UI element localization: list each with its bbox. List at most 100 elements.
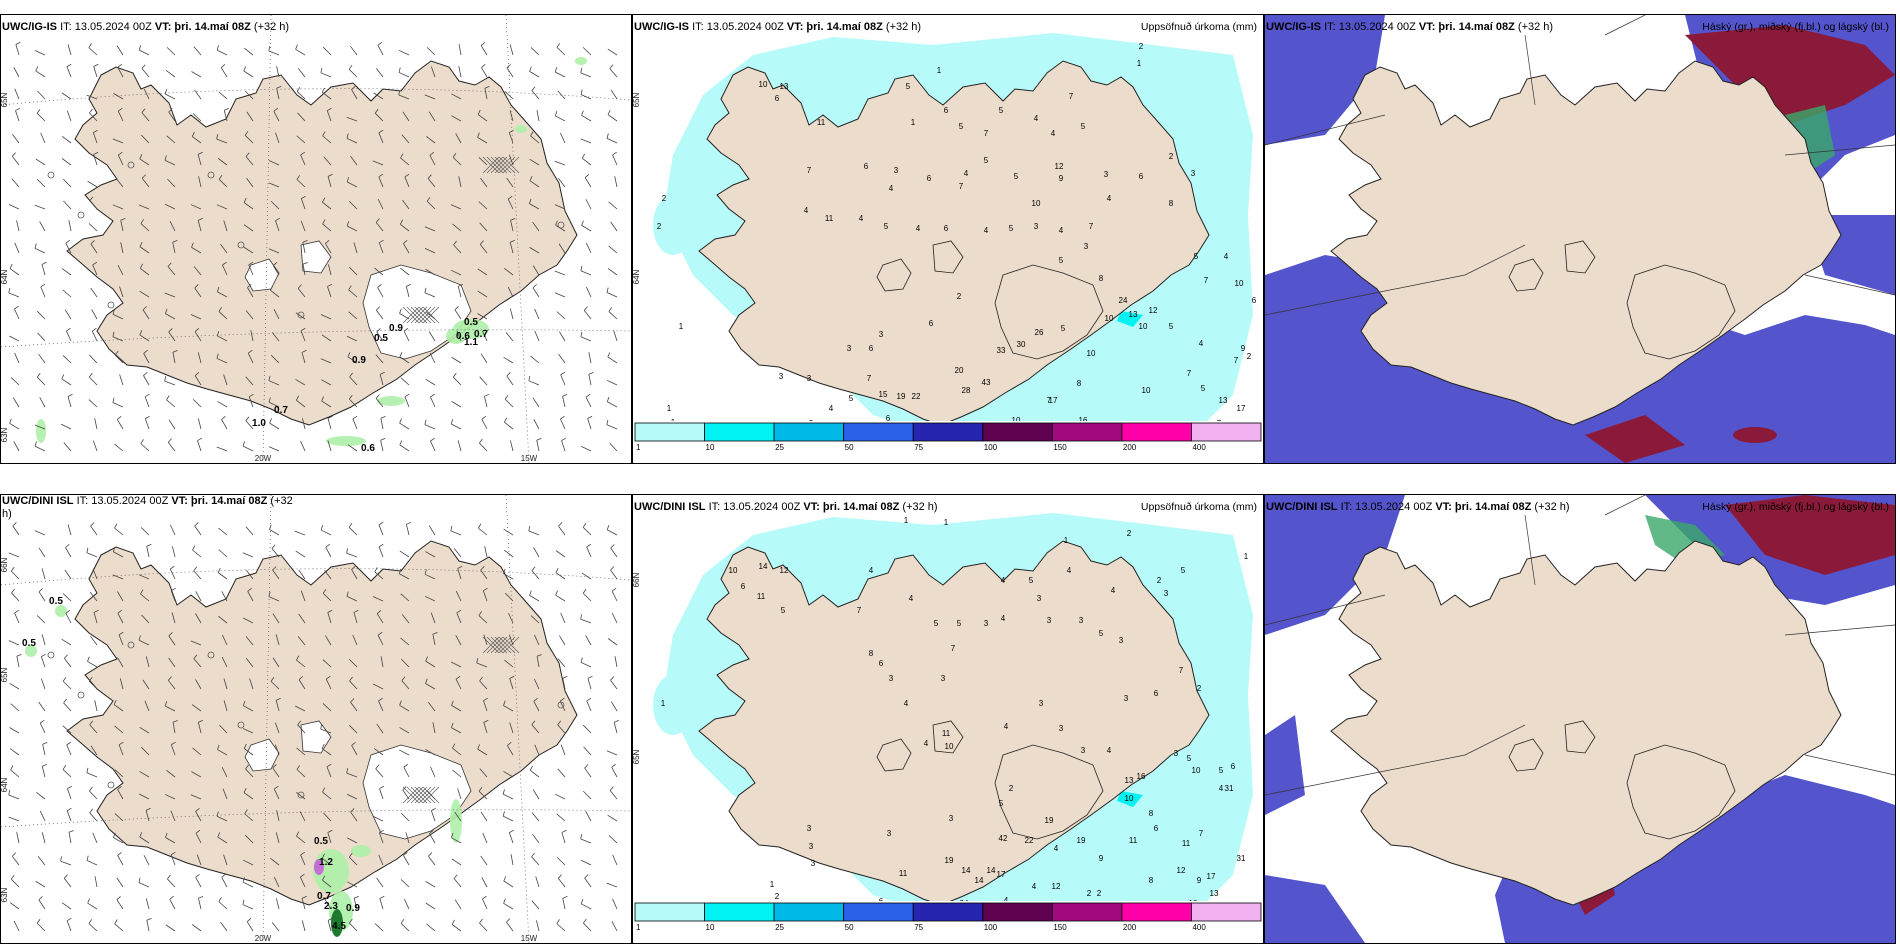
map-value-label: 1 bbox=[1064, 536, 1069, 545]
map-value-label: 3 bbox=[1034, 222, 1039, 231]
map-value-label: 6 bbox=[1252, 296, 1257, 305]
map-value-label: 11 bbox=[1129, 836, 1138, 845]
latitude-label: 63N bbox=[1, 427, 9, 442]
map-value-label: 7 bbox=[1179, 666, 1184, 675]
latitude-label: 65N bbox=[633, 92, 641, 107]
colorbar-swatch bbox=[704, 422, 775, 442]
map-value-label: 0.6 bbox=[361, 443, 375, 454]
map-value-label: 17 bbox=[1207, 872, 1216, 881]
map-value-label: 5 bbox=[934, 619, 939, 628]
map-value-label: 5 bbox=[1029, 576, 1034, 585]
map-value-label: 13 bbox=[1125, 776, 1134, 785]
map-value-label: 5 bbox=[1201, 384, 1206, 393]
colorbar-tick-label: 100 bbox=[984, 923, 998, 932]
map-value-label: 14 bbox=[759, 562, 768, 571]
map-value-label: 4 bbox=[859, 214, 864, 223]
map-value-label: 3 bbox=[779, 372, 784, 381]
map-value-label: 4 bbox=[1107, 194, 1112, 203]
colorbar: 1 10 25 50 75 100 150 200 400 bbox=[633, 421, 1263, 463]
map-value-label: 5 bbox=[1081, 122, 1086, 131]
longitude-label: 15W bbox=[521, 934, 538, 943]
cloud-map bbox=[1265, 15, 1895, 463]
glacier bbox=[362, 744, 472, 840]
map-value-label: 0.7 bbox=[474, 329, 488, 340]
map-value-label: 5 bbox=[1099, 629, 1104, 638]
map-value-label: 10 bbox=[1032, 199, 1041, 208]
longitude-label: 20W bbox=[255, 454, 272, 463]
map-value-label: 2 bbox=[1097, 889, 1102, 898]
map-value-label: 1 bbox=[911, 118, 916, 127]
longitude-label: 20W bbox=[255, 934, 272, 943]
precip-core bbox=[331, 909, 343, 937]
map-value-label: 0.9 bbox=[352, 355, 366, 366]
map-value-label: 2 bbox=[775, 892, 780, 901]
map-value-label: 3 bbox=[894, 166, 899, 175]
colorbar-swatch bbox=[634, 902, 705, 922]
panel-title: UWC/IG-IS IT: 13.05.2024 00Z VT: þri. 14… bbox=[1266, 21, 1554, 33]
map-value-label: 11 bbox=[825, 214, 834, 223]
map-value-label: 20 bbox=[955, 366, 964, 375]
map-value-label: 4 bbox=[924, 739, 929, 748]
map-value-label: 5 bbox=[884, 222, 889, 231]
map-value-label: 2 bbox=[1009, 784, 1014, 793]
map-value-label: 7 bbox=[1069, 92, 1074, 101]
colorbar-tick-label: 1 bbox=[636, 923, 641, 932]
map-value-label: 7 bbox=[1199, 829, 1204, 838]
map-value-label: 7 bbox=[1089, 222, 1094, 231]
colorbar-tick-label: 75 bbox=[914, 443, 923, 452]
map-value-label: 7 bbox=[857, 606, 862, 615]
map-value-label: 6 bbox=[741, 582, 746, 591]
map-value-label: 11 bbox=[757, 592, 766, 601]
map-value-label: 4.5 bbox=[332, 921, 346, 932]
colorbar-tick-label: 1 bbox=[636, 443, 641, 452]
map-value-label: 4 bbox=[1111, 586, 1116, 595]
panel-precip-dini: UWC/DINI ISL IT: 13.05.2024 00Z VT: þri.… bbox=[632, 494, 1264, 944]
map-value-label: 1 bbox=[1137, 59, 1142, 68]
map-value-label: 13 bbox=[1210, 889, 1219, 898]
map-value-label: 28 bbox=[962, 386, 971, 395]
colorbar-swatch bbox=[912, 422, 984, 442]
map-value-label: 17 bbox=[1049, 396, 1058, 405]
map-value-label: 5 bbox=[849, 394, 854, 403]
map-value-label: 6 bbox=[1154, 689, 1159, 698]
map-value-label: 3 bbox=[1079, 616, 1084, 625]
iceland-land bbox=[698, 60, 1210, 426]
map-value-label: 2 bbox=[1087, 889, 1092, 898]
map-value-label: 31 bbox=[1225, 784, 1234, 793]
colorbar-swatch bbox=[843, 422, 914, 442]
map-value-label: 7 bbox=[1204, 276, 1209, 285]
map-value-label: 4 bbox=[1067, 566, 1072, 575]
wind-map: 0.5 0.5 0.5 1.2 0.72.3 0.94.5 66N 65N 64N 63N 20W 1… bbox=[1, 495, 631, 943]
map-value-label: 13 bbox=[1219, 396, 1228, 405]
boundary-lines bbox=[1265, 495, 1895, 796]
map-value-label: 19 bbox=[1045, 816, 1054, 825]
iceland-land bbox=[1330, 60, 1842, 426]
map-value-label: 8 bbox=[1169, 199, 1174, 208]
colorbar-tick-label: 25 bbox=[775, 443, 784, 452]
colorbar-swatch bbox=[982, 902, 1053, 922]
map-value-label: 8 bbox=[1149, 809, 1154, 818]
map-value-label: 0.5 bbox=[374, 333, 388, 344]
map-value-label: 2 bbox=[657, 222, 662, 231]
map-value-label: 4 bbox=[1059, 226, 1064, 235]
map-value-label: 12 bbox=[1055, 162, 1064, 171]
map-value-label: 4 bbox=[964, 169, 969, 178]
panel-wind-igis: UWC/IG-IS IT: 13.05.2024 00Z VT: þri. 14… bbox=[0, 14, 632, 464]
map-value-label: 13 bbox=[780, 82, 789, 91]
latitude-label: 66N bbox=[633, 572, 641, 587]
map-value-label: 3 bbox=[1059, 724, 1064, 733]
map-value-label: 12 bbox=[1177, 866, 1186, 875]
map-value-label: 6 bbox=[1139, 172, 1144, 181]
colorbar-tick-label: 200 bbox=[1123, 443, 1137, 452]
iceland-land bbox=[698, 540, 1210, 906]
wind-barbs bbox=[8, 521, 619, 932]
map-value-label: 17 bbox=[1237, 404, 1246, 413]
map-value-label: 2 bbox=[1247, 352, 1252, 361]
panel-title: UWC/DINI ISL IT: 13.05.2024 00Z VT: þri.… bbox=[2, 495, 293, 520]
map-value-label: 0.5 bbox=[464, 317, 478, 328]
map-value-label: 7 bbox=[807, 166, 812, 175]
map-value-label: 4 bbox=[984, 226, 989, 235]
map-value-label: 1 bbox=[944, 518, 949, 527]
map-value-label: 4 bbox=[1054, 844, 1059, 853]
map-value-label: 5 bbox=[1059, 256, 1064, 265]
